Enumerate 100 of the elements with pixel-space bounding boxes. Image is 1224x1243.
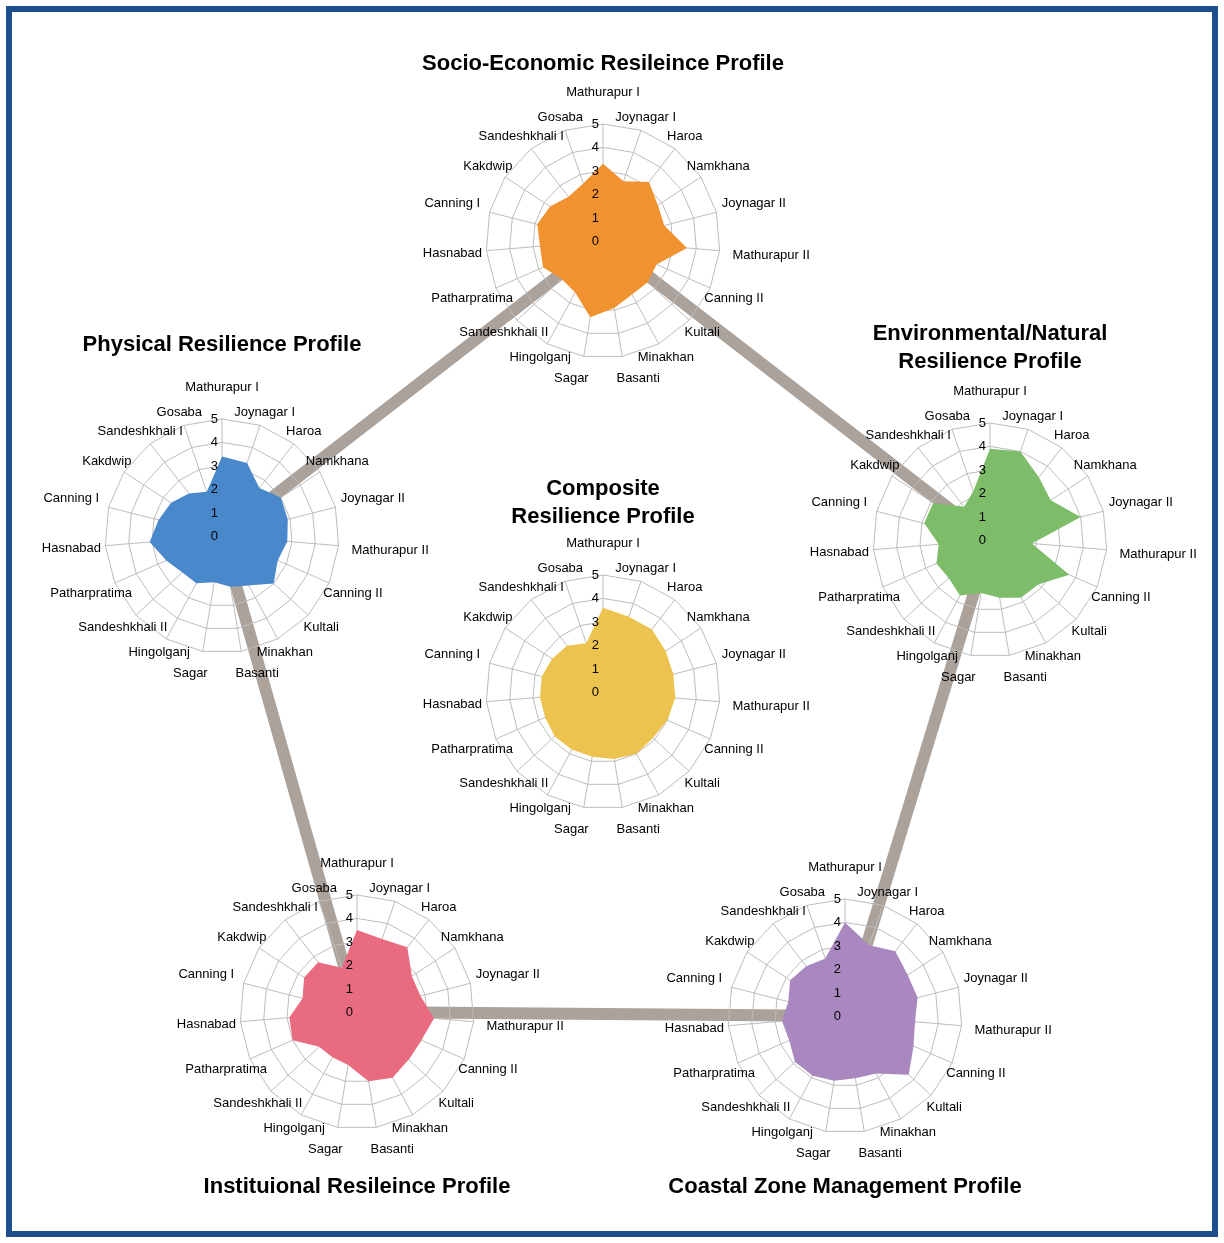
y-tick-label: 0 [345, 1004, 353, 1019]
spoke-label: Joynagar II [721, 194, 786, 210]
y-tick-label: 2 [978, 485, 986, 501]
spoke-label: Haroa [909, 902, 946, 918]
spoke-label: Namkhana [440, 928, 505, 944]
spoke-label: Basanti [616, 821, 660, 837]
y-tick-label: 0 [591, 233, 599, 248]
y-tick-label: 3 [210, 457, 218, 473]
chart-title: Physical Resilience Profile [82, 331, 362, 356]
spoke-label: Canning II [458, 1061, 518, 1077]
y-tick-label: 1 [833, 984, 841, 1000]
y-tick-label: 1 [978, 508, 986, 524]
y-tick-label: 4 [591, 590, 599, 606]
y-tick-label: 2 [833, 961, 841, 977]
spoke-label: Joynagar II [963, 969, 1028, 985]
spoke-label: Hingolganj [896, 648, 958, 664]
spoke-label: Hingolganj [263, 1120, 325, 1136]
text: Coastal Zone Management Profile [668, 1173, 1022, 1198]
spoke-label: Canning II [1091, 589, 1151, 605]
spoke-label: Canning II [323, 585, 383, 601]
spoke-label: Sandeshkhali I [865, 426, 951, 442]
spoke-label: Kakdwip [463, 157, 513, 173]
spoke-label: Patharpratima [185, 1061, 268, 1077]
spoke-label: Sandeshkhali II [701, 1099, 791, 1115]
y-tick-label: 5 [978, 415, 986, 430]
spoke-label: Namkhana [928, 932, 993, 948]
spoke-label: Minakhan [391, 1120, 449, 1136]
spoke-label: Sagar [173, 665, 209, 681]
spoke-label: Sagar [308, 1141, 344, 1157]
spoke-label: Basanti [1003, 669, 1047, 685]
spoke-label: Sandeshkhali I [97, 422, 183, 438]
spoke-label: Kakdwip [82, 452, 132, 468]
spoke-label: Mathurapur II [1119, 545, 1197, 561]
spoke-label: Kakdwip [850, 456, 900, 472]
spoke-label: Mathurapur I [808, 859, 882, 874]
spoke-label: Patharpratima [431, 741, 514, 757]
spoke-label: Mathurapur I [566, 84, 640, 99]
spoke-label: Joynagar I [615, 108, 677, 124]
y-tick-label: 5 [591, 567, 599, 582]
spoke-label: Minakhan [256, 644, 314, 660]
y-tick-label: 5 [591, 116, 599, 131]
spoke-label: Hasnabad [41, 540, 102, 556]
text: Instituional Resileince Profile [203, 1173, 511, 1198]
spoke-label: Basanti [858, 1145, 902, 1161]
spoke-label: Gosaba [291, 879, 338, 895]
spoke-label: Hingolganj [509, 800, 571, 816]
spoke-label: Canning I [178, 965, 235, 981]
spoke-label: Mathurapur I [566, 535, 640, 550]
spoke-label: Hasnabad [422, 696, 483, 712]
spoke-label: Minakhan [637, 800, 695, 816]
spoke-label: Mathurapur I [953, 383, 1027, 398]
spoke-label: Hasnabad [664, 1020, 725, 1036]
spoke-label: Hasnabad [422, 245, 483, 261]
spoke-label: Patharpratima [673, 1065, 756, 1081]
spoke-label: Kultali [684, 324, 720, 340]
spoke-label: Sandeshkhali I [232, 898, 318, 914]
spoke-label: Canning II [704, 741, 764, 757]
spoke-label: Canning I [43, 489, 100, 505]
spoke-label: Joynagar II [475, 965, 540, 981]
chart-title: Composite Resilience Profile [511, 475, 695, 528]
spoke-label: Joynagar I [234, 403, 296, 419]
y-tick-label: 5 [345, 887, 353, 902]
y-tick-label: 1 [345, 980, 353, 996]
spoke-label: Kakdwip [463, 608, 513, 624]
spoke-label: Namkhana [686, 157, 751, 173]
spoke-label: Hingolganj [751, 1124, 813, 1140]
spoke-label: Sagar [941, 669, 977, 685]
spoke-label: Sandeshkhali II [459, 775, 549, 791]
spoke-label: Patharpratima [818, 589, 901, 605]
spoke-label: Hasnabad [176, 1016, 237, 1032]
y-tick-label: 4 [591, 139, 599, 155]
spoke-label: Basanti [235, 665, 279, 681]
spoke-label: Mathurapur I [320, 855, 394, 870]
spoke-label: Mathurapur I [185, 379, 259, 394]
spoke-label: Canning I [811, 493, 868, 509]
y-tick-label: 3 [345, 933, 353, 949]
spoke-label: Canning II [946, 1065, 1006, 1081]
spoke-label: Joynagar II [340, 489, 405, 505]
y-tick-label: 0 [978, 532, 986, 547]
spoke-label: Namkhana [1073, 456, 1138, 472]
spoke-label: Minakhan [1024, 648, 1082, 664]
spoke-label: Basanti [370, 1141, 414, 1157]
spoke-label: Mathurapur II [486, 1017, 564, 1033]
y-tick-label: 3 [833, 937, 841, 953]
spoke-label: Kultali [1071, 623, 1107, 639]
y-tick-label: 4 [833, 914, 841, 930]
spoke-label: Sandeshkhali I [720, 902, 806, 918]
spoke-label: Namkhana [686, 608, 751, 624]
spoke-label: Hingolganj [509, 349, 571, 365]
y-tick-label: 4 [345, 910, 353, 926]
spoke-label: Canning I [424, 645, 481, 661]
spoke-label: Gosaba [537, 108, 584, 124]
spoke-label: Patharpratima [50, 585, 133, 601]
spoke-label: Canning I [666, 969, 723, 985]
y-tick-label: 2 [210, 481, 218, 497]
spoke-label: Sandeshkhali I [478, 127, 564, 143]
y-tick-label: 0 [591, 684, 599, 699]
spoke-label: Mathurapur II [974, 1021, 1052, 1037]
spoke-label: Canning I [424, 194, 481, 210]
spoke-label: Haroa [286, 422, 323, 438]
